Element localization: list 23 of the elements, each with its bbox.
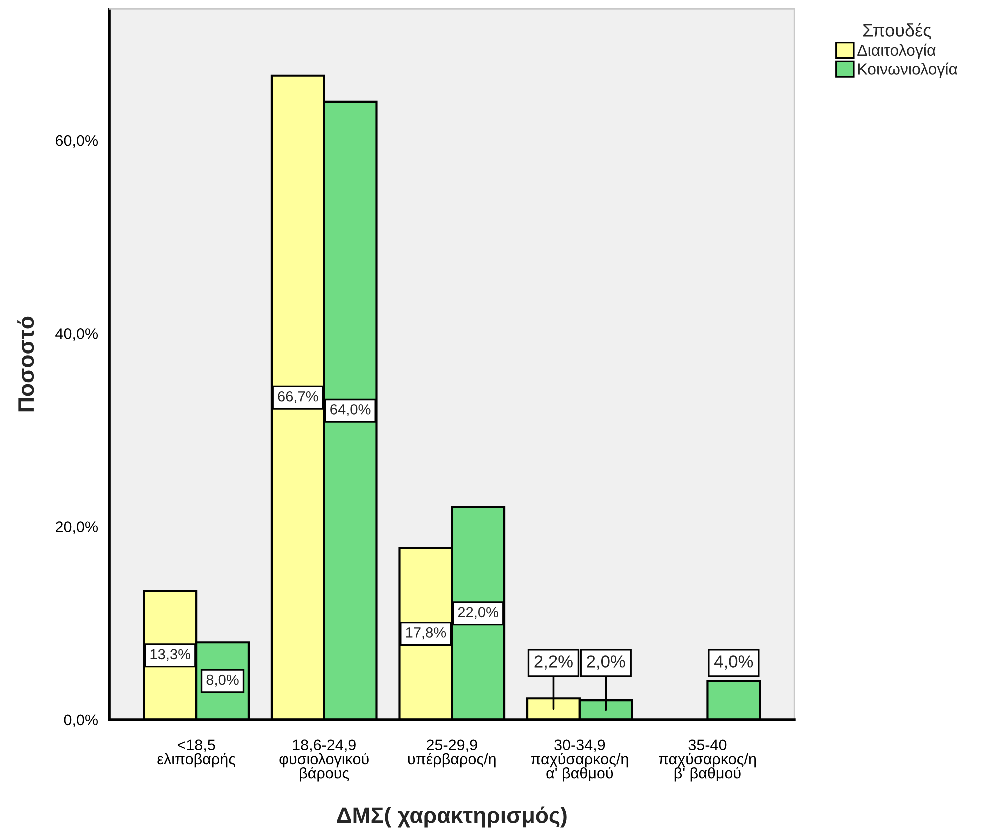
x-axis-title: ΔΜΣ( χαρακτηρισμός) (337, 806, 567, 828)
y-tick-label: 40,0% (56, 328, 98, 342)
y-tick-label: 60,0% (56, 135, 98, 148)
data-label: 13,3% (150, 649, 191, 662)
x-tick-label: <18,5 ελιποβαρής (158, 740, 236, 768)
x-tick-label: 30-34,9 παχύσαρκος/η α' βαθμού (531, 740, 628, 782)
legend-label: Διαιτολογία (858, 44, 936, 60)
data-label: 22,0% (458, 607, 498, 620)
x-tick-label: 18,6-24,9 φυσιολογικού βάρους (280, 740, 369, 782)
legend-label: Κοινωνιολογία (858, 62, 958, 78)
data-label: 64,0% (330, 404, 371, 417)
data-label: 4,0% (714, 656, 754, 670)
x-tick-label: 35-40 παχύσαρκος/η β' βαθμού (659, 740, 756, 782)
data-label: 66,7% (278, 391, 318, 404)
data-label: 8,0% (206, 674, 239, 687)
y-tick-label: 0,0% (64, 714, 98, 728)
data-label: 17,8% (406, 628, 446, 640)
data-label: 2,0% (587, 656, 626, 670)
y-axis-title: Ποσοστό (18, 316, 34, 412)
data-label: 2,2% (534, 656, 573, 670)
y-tick-label: 20,0% (56, 522, 98, 534)
x-tick-label: 25-29,9 υπέρβαρος/η (408, 740, 496, 768)
legend-title: Σπουδές (864, 23, 932, 40)
